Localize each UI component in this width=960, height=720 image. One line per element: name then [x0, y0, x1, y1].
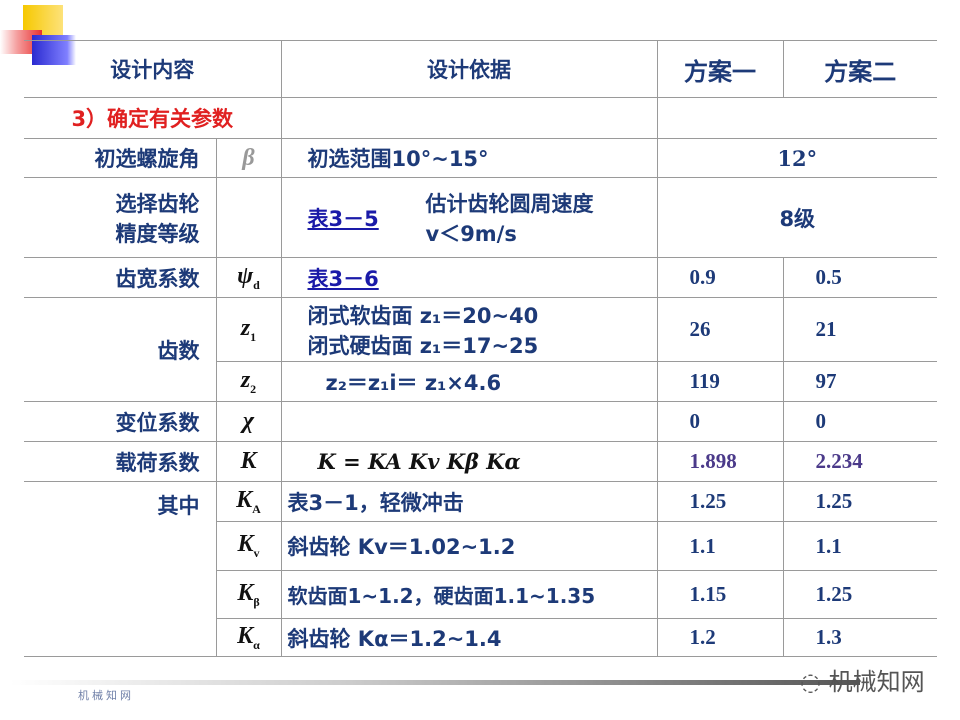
- table-row: 变位系数 χ 0 0: [24, 401, 937, 442]
- row-label: 变位系数: [24, 401, 217, 442]
- symbol-main: K: [237, 531, 254, 558]
- value-plan-1: 26: [656, 297, 784, 362]
- row-label: 选择齿轮 精度等级: [24, 177, 217, 258]
- basis: 软齿面1~1.2，硬齿面1.1~1.35: [280, 570, 658, 619]
- value-plan-2: 1.1: [782, 521, 937, 571]
- symbol: K: [215, 441, 282, 482]
- symbol-main: z: [240, 366, 251, 393]
- row-label: 载荷系数: [24, 441, 217, 482]
- empty-cell: [656, 97, 937, 139]
- symbol-main: ψ: [237, 262, 254, 289]
- symbol: Kα: [216, 618, 282, 657]
- value-plan-1: 1.898: [656, 441, 784, 482]
- table-row: 选择齿轮精度等级 表3－5 估计齿轮圆周速度 v＜9m/s 8级: [24, 177, 937, 258]
- value-plan-1: 0.9: [656, 257, 784, 298]
- basis-line: 闭式硬齿面 z₁＝17~25: [307, 333, 539, 358]
- footer-label: 机械知网: [78, 689, 134, 702]
- value-plan-2: 97: [782, 361, 937, 402]
- table-row: z2 z₂＝z₁i＝ z₁×4.6 119 97: [24, 361, 937, 402]
- row-label-line: 选择齿轮: [115, 191, 200, 216]
- value: 12°: [656, 138, 937, 178]
- value-plan-1: 119: [656, 361, 784, 402]
- table-row: Kα 斜齿轮 Kα＝1.2~1.4 1.2 1.3: [24, 618, 937, 657]
- empty-cell: [215, 177, 282, 258]
- table-row: 初选螺旋角 β 初选范围10°~15° 12°: [24, 138, 937, 178]
- header-plan-2: 方案二: [782, 40, 937, 98]
- table-3-5-link[interactable]: 表3－5: [307, 206, 379, 231]
- symbol: KA: [215, 481, 282, 522]
- wechat-icon: ◌: [800, 668, 829, 696]
- table-row: Kβ 软齿面1~1.2，硬齿面1.1~1.35 1.15 1.25: [24, 570, 937, 619]
- symbol: β: [215, 138, 282, 178]
- empty-cell: [280, 401, 658, 442]
- parameter-table: 设计内容 设计依据 方案一 方案二 3）确定有关参数 初选螺旋角 β 初选范围1…: [24, 40, 937, 657]
- value-plan-2: 2.234: [782, 441, 937, 482]
- value-plan-1: 1.15: [656, 570, 784, 619]
- symbol-sub: 1: [250, 329, 257, 344]
- table-row: 齿宽系数 ψd 表3－6 0.9 0.5: [24, 257, 937, 298]
- basis-line: 闭式软齿面 z₁＝20~40: [307, 303, 539, 328]
- table-row: 其中 KA 表3－1，轻微冲击 1.25 1.25: [24, 481, 937, 657]
- symbol: Kv: [216, 521, 282, 571]
- value-plan-1: 1.2: [656, 618, 784, 657]
- symbol-main: z: [240, 314, 251, 341]
- row-label: 齿数: [24, 297, 217, 402]
- row-label-line: 精度等级: [115, 221, 200, 246]
- header-plan-1: 方案一: [656, 40, 784, 98]
- value-plan-2: 1.3: [782, 618, 937, 657]
- basis: 表3－5 估计齿轮圆周速度 v＜9m/s: [280, 177, 658, 258]
- symbol: χ: [215, 401, 282, 442]
- symbol-sub: A: [252, 501, 261, 516]
- table-row: 3）确定有关参数: [24, 97, 937, 139]
- symbol: z2: [216, 361, 282, 402]
- basis: 闭式软齿面 z₁＝20~40 闭式硬齿面 z₁＝17~25: [280, 297, 658, 362]
- symbol-sub: v: [253, 545, 260, 560]
- basis: 初选范围10°~15°: [280, 138, 658, 178]
- section-title: 3）确定有关参数: [24, 97, 282, 139]
- symbol-sub: d: [253, 277, 260, 292]
- value-plan-1: 1.1: [656, 521, 784, 571]
- table-row: 载荷系数 K K = KA Kv Kβ Kα 1.898 2.234: [24, 441, 937, 482]
- value-plan-2: 1.25: [782, 481, 937, 522]
- header-design-basis: 设计依据: [280, 40, 658, 98]
- symbol: Kβ: [216, 570, 282, 619]
- basis-line: 估计齿轮圆周速度: [425, 191, 594, 216]
- symbol-main: K: [237, 622, 254, 649]
- footer-divider: [10, 680, 860, 685]
- value-plan-2: 21: [782, 297, 937, 362]
- row-label: 齿宽系数: [24, 257, 217, 298]
- table-header: 设计内容 设计依据 方案一 方案二: [24, 40, 937, 98]
- table-row: 齿数 z1 闭式软齿面 z₁＝20~40 闭式硬齿面 z₁＝17~25 26 21: [24, 297, 937, 402]
- value-plan-2: 0: [782, 401, 937, 442]
- basis-formula: K = KA Kv Kβ Kα: [280, 441, 658, 482]
- basis: 表3－1，轻微冲击: [280, 481, 658, 522]
- basis: z₂＝z₁i＝ z₁×4.6: [280, 361, 658, 402]
- basis: 斜齿轮 Kv＝1.02~1.2: [280, 521, 658, 571]
- symbol-sub: β: [253, 594, 260, 609]
- row-label: 初选螺旋角: [24, 138, 217, 178]
- value-plan-2: 0.5: [782, 257, 937, 298]
- value: 8级: [656, 177, 937, 258]
- basis: 表3－6: [280, 257, 658, 298]
- symbol-sub: 2: [250, 381, 257, 396]
- row-label: 其中: [24, 481, 217, 657]
- basis-line: v＜9m/s: [425, 221, 517, 246]
- watermark-text: 机械知网: [828, 668, 925, 696]
- symbol: z1: [215, 297, 282, 362]
- value-plan-1: 0: [656, 401, 784, 442]
- symbol-main: K: [237, 579, 254, 606]
- value-plan-1: 1.25: [656, 481, 784, 522]
- symbol-sub: α: [253, 637, 260, 652]
- table-3-6-link[interactable]: 表3－6: [307, 266, 379, 291]
- empty-cell: [280, 97, 658, 139]
- header-design-content: 设计内容: [24, 40, 282, 98]
- symbol-main: K: [236, 486, 253, 513]
- value-plan-2: 1.25: [782, 570, 937, 619]
- basis: 斜齿轮 Kα＝1.2~1.4: [280, 618, 658, 657]
- watermark: ◌ 机械知网: [800, 662, 925, 697]
- symbol: ψd: [215, 257, 282, 298]
